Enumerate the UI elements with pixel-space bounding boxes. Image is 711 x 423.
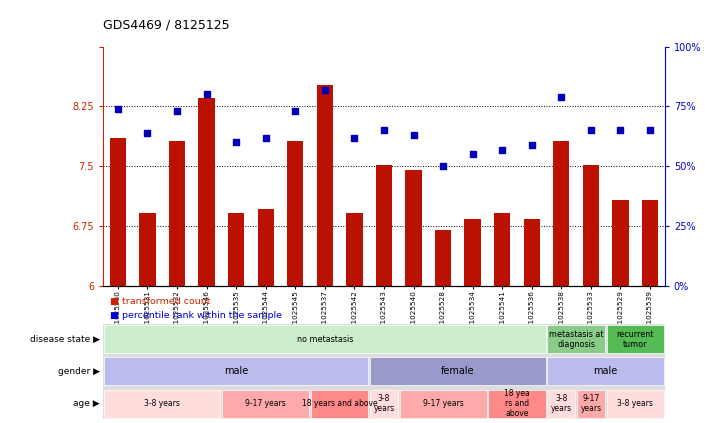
Bar bbox=[223, 390, 309, 418]
Text: 18 years and above: 18 years and above bbox=[301, 399, 378, 408]
Text: gender ▶: gender ▶ bbox=[58, 367, 100, 376]
Point bbox=[201, 91, 213, 98]
Text: no metastasis: no metastasis bbox=[296, 335, 353, 344]
Bar bbox=[316, 85, 333, 286]
Bar bbox=[192, 324, 221, 419]
Bar bbox=[340, 324, 369, 419]
Bar bbox=[547, 324, 576, 419]
Bar bbox=[104, 390, 220, 418]
Bar bbox=[576, 324, 606, 419]
Bar bbox=[221, 324, 251, 419]
Bar bbox=[488, 390, 545, 418]
Bar bbox=[464, 219, 481, 286]
Point bbox=[408, 132, 419, 139]
Text: male: male bbox=[224, 366, 248, 376]
Text: female: female bbox=[441, 366, 475, 376]
Bar bbox=[435, 231, 451, 286]
Bar bbox=[612, 200, 629, 286]
Text: metastasis at
diagnosis: metastasis at diagnosis bbox=[549, 330, 604, 349]
Bar bbox=[310, 324, 340, 419]
Bar bbox=[139, 213, 156, 286]
Point bbox=[171, 108, 183, 115]
Bar bbox=[104, 325, 545, 353]
Text: 3-8
years: 3-8 years bbox=[373, 394, 395, 413]
Bar bbox=[635, 324, 665, 419]
Bar bbox=[583, 165, 599, 286]
Text: ■ transformed count: ■ transformed count bbox=[110, 297, 210, 306]
Bar bbox=[133, 324, 162, 419]
Point bbox=[526, 141, 538, 148]
Bar bbox=[553, 141, 570, 286]
Bar bbox=[228, 213, 245, 286]
Bar bbox=[198, 99, 215, 286]
Point bbox=[230, 139, 242, 146]
Point bbox=[437, 163, 449, 170]
Bar bbox=[311, 390, 368, 418]
Bar bbox=[577, 390, 605, 418]
Text: male: male bbox=[594, 366, 618, 376]
Text: recurrent
tumor: recurrent tumor bbox=[616, 330, 654, 349]
Text: 18 yea
rs and
above: 18 yea rs and above bbox=[504, 389, 530, 418]
Point bbox=[644, 127, 656, 134]
Text: 3-8 years: 3-8 years bbox=[144, 399, 180, 408]
Point bbox=[260, 134, 272, 141]
Text: GDS4469 / 8125125: GDS4469 / 8125125 bbox=[103, 19, 230, 32]
Bar bbox=[287, 141, 304, 286]
Bar bbox=[399, 324, 428, 419]
Text: 9-17
years: 9-17 years bbox=[580, 394, 602, 413]
Bar bbox=[109, 138, 126, 286]
Bar bbox=[257, 209, 274, 286]
Bar bbox=[458, 324, 488, 419]
Bar bbox=[606, 325, 664, 353]
Bar bbox=[547, 357, 664, 385]
Text: age ▶: age ▶ bbox=[73, 399, 100, 408]
Text: ■ percentile rank within the sample: ■ percentile rank within the sample bbox=[110, 311, 282, 321]
Text: 9-17 years: 9-17 years bbox=[423, 399, 464, 408]
Bar bbox=[370, 357, 545, 385]
Bar bbox=[494, 213, 510, 286]
Point bbox=[585, 127, 597, 134]
Text: 3-8 years: 3-8 years bbox=[617, 399, 653, 408]
Bar bbox=[405, 170, 422, 286]
Point bbox=[555, 93, 567, 100]
Bar bbox=[162, 324, 192, 419]
Bar bbox=[280, 324, 310, 419]
Point bbox=[112, 105, 124, 112]
Bar bbox=[400, 390, 486, 418]
Point bbox=[141, 129, 153, 136]
Text: 9-17 years: 9-17 years bbox=[245, 399, 286, 408]
Bar bbox=[523, 219, 540, 286]
Point bbox=[319, 86, 331, 93]
Point bbox=[348, 134, 360, 141]
Bar bbox=[103, 324, 133, 419]
Bar bbox=[606, 324, 635, 419]
Bar bbox=[488, 324, 517, 419]
Bar bbox=[104, 357, 368, 385]
Bar bbox=[369, 324, 399, 419]
Bar bbox=[606, 390, 664, 418]
Bar bbox=[547, 390, 575, 418]
Bar bbox=[642, 200, 658, 286]
Bar bbox=[169, 141, 185, 286]
Point bbox=[378, 127, 390, 134]
Text: 3-8
years: 3-8 years bbox=[551, 394, 572, 413]
Point bbox=[615, 127, 626, 134]
Bar bbox=[547, 325, 605, 353]
Bar bbox=[370, 390, 398, 418]
Bar bbox=[428, 324, 458, 419]
Bar bbox=[517, 324, 547, 419]
Bar bbox=[346, 213, 363, 286]
Point bbox=[467, 151, 479, 158]
Bar bbox=[251, 324, 280, 419]
Bar bbox=[376, 165, 392, 286]
Point bbox=[496, 146, 508, 153]
Text: disease state ▶: disease state ▶ bbox=[30, 335, 100, 344]
Point bbox=[289, 108, 301, 115]
